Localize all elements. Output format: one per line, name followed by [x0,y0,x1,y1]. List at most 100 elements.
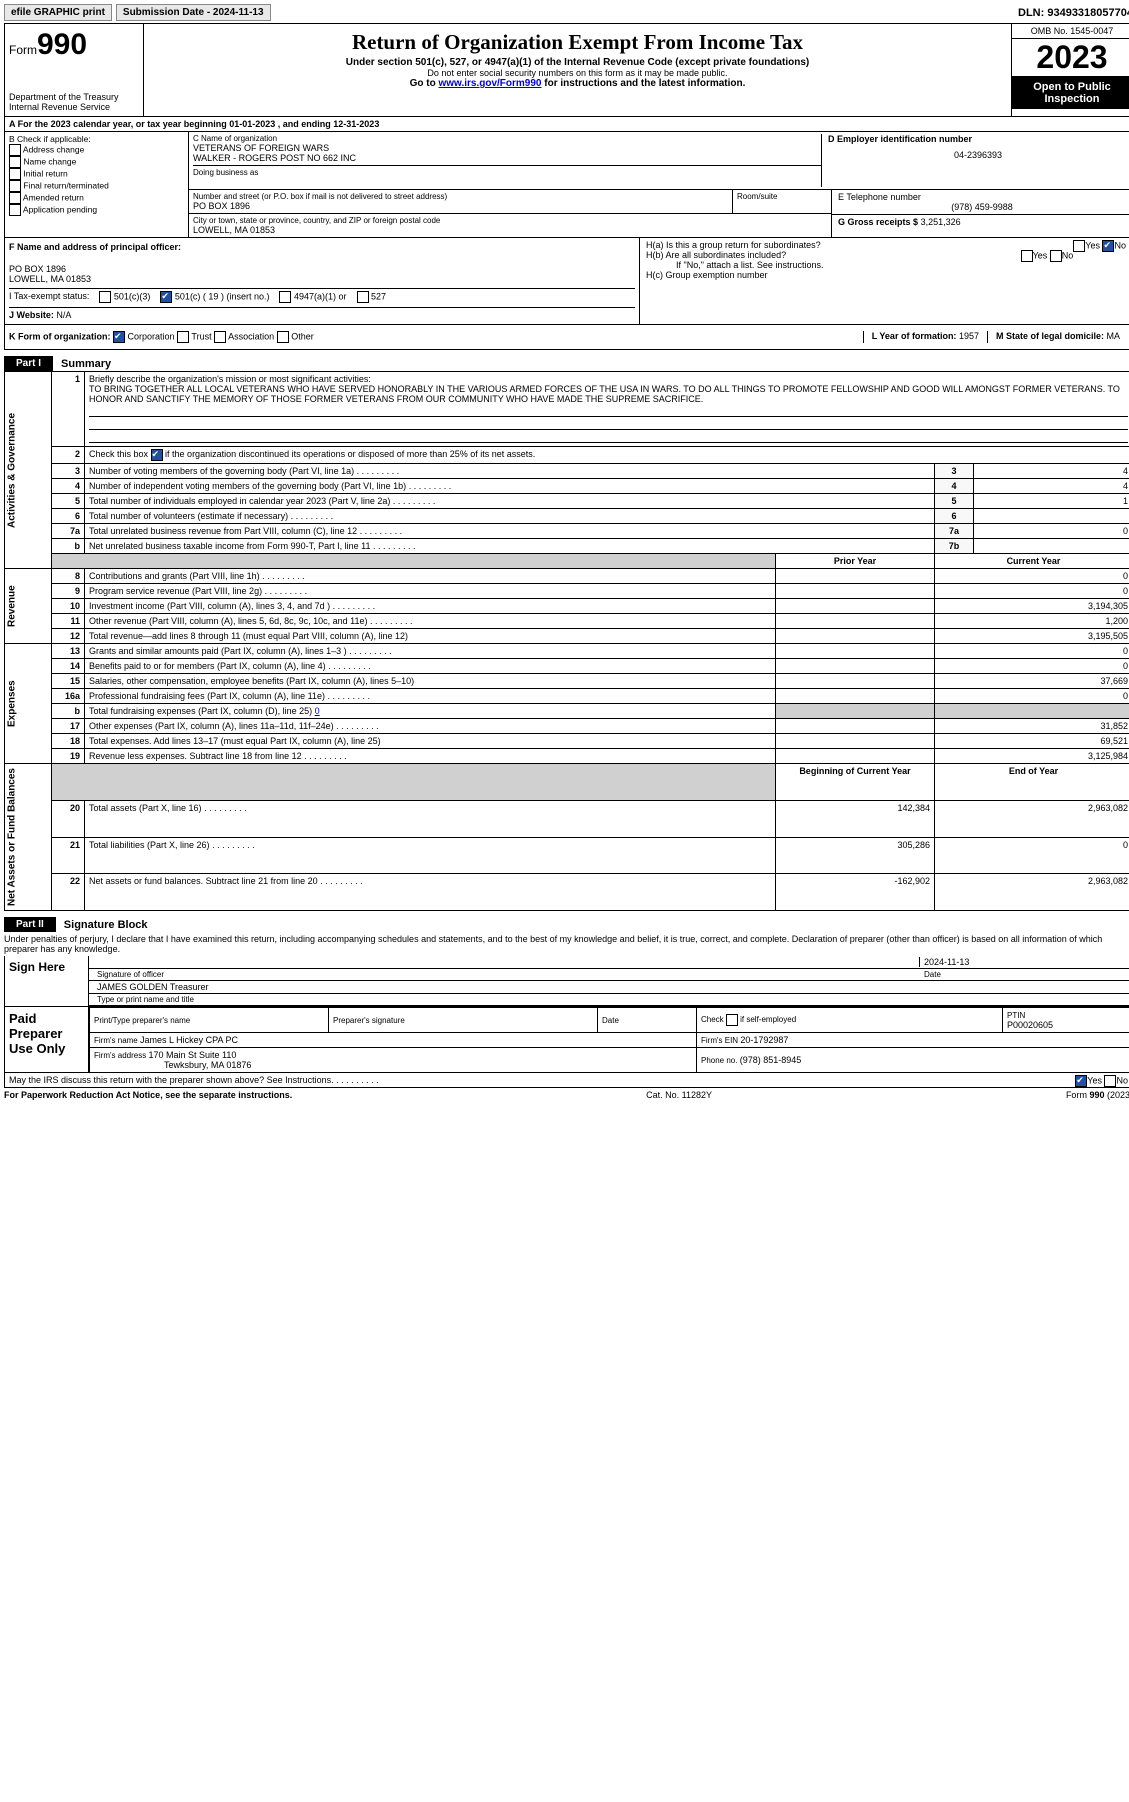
col-b-applicable: B Check if applicable: Address change Na… [5,132,189,237]
c19: 3,125,984 [935,749,1129,764]
street-value: PO BOX 1896 [193,201,728,211]
line4-label: Number of independent voting members of … [85,479,935,494]
line16b-label: Total fundraising expenses (Part IX, col… [85,704,776,719]
chk-trust[interactable] [177,331,189,343]
org-name-2: WALKER - ROGERS POST NO 662 INC [193,153,821,163]
val-7a: 0 [974,524,1129,539]
prior-year-hdr: Prior Year [834,556,876,566]
chk-discuss-yes[interactable] [1075,1075,1087,1087]
chk-app-pending[interactable] [9,204,21,216]
sec-expenses: Expenses [5,644,52,764]
discuss-label: May the IRS discuss this return with the… [9,1075,379,1085]
line7b-label: Net unrelated business taxable income fr… [85,539,935,554]
part1-title: Summary [53,358,111,370]
block-klm: K Form of organization: Corporation Trus… [4,325,1129,350]
chk-discontinued[interactable] [151,449,163,461]
line9-label: Program service revenue (Part VIII, line… [85,584,776,599]
b21: 305,286 [776,837,935,874]
chk-501c[interactable] [160,291,172,303]
part2-header: Part II Signature Block [4,917,1129,932]
chk-discuss-no[interactable] [1104,1075,1116,1087]
subtitle-1: Under section 501(c), 527, or 4947(a)(1)… [148,57,1007,68]
val-4: 4 [974,479,1129,494]
e21: 0 [935,837,1129,874]
org-name-1: VETERANS OF FOREIGN WARS [193,143,821,153]
chk-hb-no[interactable] [1050,250,1062,262]
room-label: Room/suite [737,192,827,201]
subtitle-2: Do not enter social security numbers on … [148,68,1007,78]
line12-label: Total revenue—add lines 8 through 11 (mu… [85,629,776,644]
c9: 0 [935,584,1129,599]
chk-assoc[interactable] [214,331,226,343]
chk-501c3[interactable] [99,291,111,303]
current-year-hdr: Current Year [1007,556,1061,566]
e22: 2,963,082 [935,874,1129,911]
dba-label: Doing business as [193,168,821,177]
chk-final-return[interactable] [9,180,21,192]
part2-label: Part II [4,917,56,932]
ein-label: D Employer identification number [828,134,1128,144]
b22: -162,902 [776,874,935,911]
chk-corp[interactable] [113,331,125,343]
phone-label: Phone no. [701,1056,740,1065]
dept-treasury: Department of the Treasury [9,92,139,102]
part2-title: Signature Block [56,919,148,931]
irs-label: Internal Revenue Service [9,102,139,112]
chk-ha-no[interactable] [1102,240,1114,252]
tax-exempt-label: I Tax-exempt status: [9,291,89,303]
chk-ha-yes[interactable] [1073,240,1085,252]
footer-left: For Paperwork Reduction Act Notice, see … [4,1090,292,1100]
form-title: Return of Organization Exempt From Incom… [148,30,1007,55]
m-label: M State of legal domicile: [996,331,1107,341]
row-a-taxyear: A For the 2023 calendar year, or tax yea… [4,117,1129,132]
line3-label: Number of voting members of the governin… [85,464,935,479]
chk-self-employed[interactable] [726,1014,738,1026]
line21-label: Total liabilities (Part X, line 26) [85,837,776,874]
mission-text: TO BRING TOGETHER ALL LOCAL VETERANS WHO… [89,384,1120,404]
goto-pre: Go to [410,78,439,89]
line7a-label: Total unrelated business revenue from Pa… [85,524,935,539]
ha-label: H(a) Is this a group return for subordin… [646,240,821,250]
chk-address-change[interactable] [9,144,21,156]
line15-label: Salaries, other compensation, employee b… [85,674,776,689]
officer-addr1: PO BOX 1896 [9,264,635,274]
val-7b [974,539,1129,554]
form-header: Form990 Department of the Treasury Inter… [4,23,1129,117]
c17: 31,852 [935,719,1129,734]
chk-other[interactable] [277,331,289,343]
form-word: Form [9,43,37,57]
tax-year: 2023 [1012,39,1129,77]
omb-number: OMB No. 1545-0047 [1012,24,1129,39]
submission-date-button[interactable]: Submission Date - 2024-11-13 [116,4,271,21]
line5-label: Total number of individuals employed in … [85,494,935,509]
signature-block: Sign Here 2024-11-13 Signature of office… [4,956,1129,1073]
line6-label: Total number of volunteers (estimate if … [85,509,935,524]
sig-date: 2024-11-13 [919,957,1128,967]
part1-label: Part I [4,356,53,371]
firm-addr-label: Firm's address [94,1051,148,1060]
phone-value: (978) 851-8945 [740,1055,802,1065]
chk-name-change[interactable] [9,156,21,168]
chk-amended-return[interactable] [9,192,21,204]
efile-print-button[interactable]: efile GRAPHIC print [4,4,112,21]
chk-4947[interactable] [279,291,291,303]
website-value: N/A [56,310,71,320]
irs-link[interactable]: www.irs.gov/Form990 [438,78,541,89]
open-public-badge: Open to Public Inspection [1012,77,1129,109]
c11: 1,200 [935,614,1129,629]
line1-label: Briefly describe the organization's miss… [89,374,371,384]
line16a-label: Professional fundraising fees (Part IX, … [85,689,776,704]
officer-addr2: LOWELL, MA 01853 [9,274,635,284]
perjury-text: Under penalties of perjury, I declare th… [4,932,1129,956]
beg-year-hdr: Beginning of Current Year [799,766,910,776]
chk-initial-return[interactable] [9,168,21,180]
line14-label: Benefits paid to or for members (Part IX… [85,659,776,674]
chk-hb-yes[interactable] [1021,250,1033,262]
city-label: City or town, state or province, country… [193,216,827,225]
chk-527[interactable] [357,291,369,303]
c13: 0 [935,644,1129,659]
street-label: Number and street (or P.O. box if mail i… [193,192,728,201]
tel-value: (978) 459-9988 [838,202,1126,212]
e20: 2,963,082 [935,800,1129,837]
prep-sig-label: Preparer's signature [333,1016,405,1025]
